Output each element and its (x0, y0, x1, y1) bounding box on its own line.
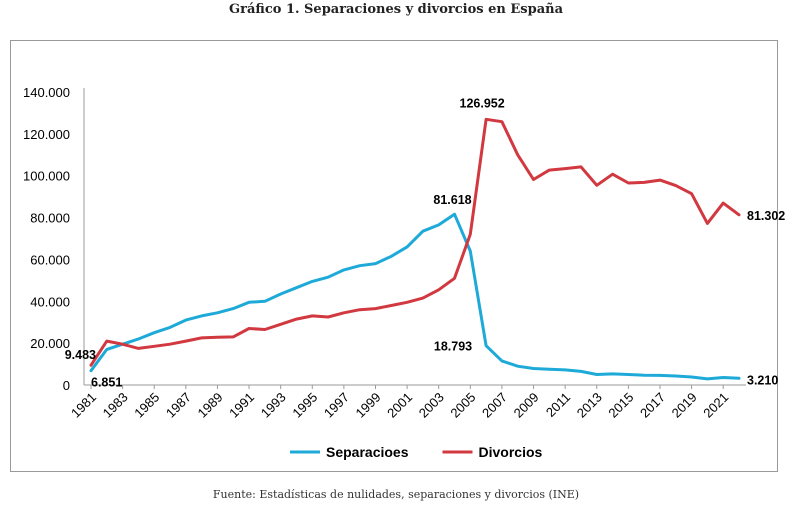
x-tick-label: 2003 (416, 390, 447, 421)
x-tick-label: 1983 (100, 390, 131, 421)
x-tick-label: 1995 (289, 390, 320, 421)
legend-label: Divorcios (479, 444, 543, 460)
y-tick-label: 80.000 (30, 211, 70, 226)
series-lines (89, 117, 741, 381)
source-note: Fuente: Estadísticas de nulidades, separ… (212, 488, 580, 501)
data-label: 6.851 (91, 376, 122, 390)
series-line-divorcios (89, 117, 741, 367)
chart-legend: Separacioes Divorcios (290, 444, 543, 460)
x-tick-label: 2017 (637, 390, 668, 421)
x-tick-label: 1993 (258, 390, 289, 421)
chart-frame (10, 40, 778, 472)
x-tick-label: 2007 (479, 390, 510, 421)
x-tick-label: 2021 (700, 390, 731, 421)
x-tick-label: 2013 (574, 390, 605, 421)
x-tick-label: 1999 (353, 390, 384, 421)
y-tick-label: 100.000 (23, 169, 70, 184)
y-tick-label: 40.000 (30, 294, 70, 309)
series-line-separacioes (89, 212, 741, 381)
legend-label: Separacioes (326, 444, 409, 460)
x-tick-labels: 1981 1983 1985 1987 1989 1991 1993 1995 1997 1999… (68, 385, 731, 421)
chart-title: Gráfico 1. Separaciones y divorcios en E… (229, 2, 563, 17)
y-tick-label: 120.000 (23, 127, 70, 142)
y-tick-label: 20.000 (30, 336, 70, 351)
x-tick-label: 1991 (226, 390, 257, 421)
x-tick-label: 1989 (195, 390, 226, 421)
y-tick-labels: 0 20.000 40.000 60.000 80.000 100.000 120.000 1… (23, 85, 70, 393)
x-tick-label: 2011 (543, 390, 573, 420)
data-label: 18.793 (434, 340, 472, 354)
data-label: 126.952 (460, 96, 505, 110)
data-labels: 6.851 9.483 81.618 18.793 126.952 81.302 3.210 (65, 96, 786, 389)
x-tick-label: 2001 (384, 390, 415, 421)
x-tick-label: 1987 (163, 390, 194, 421)
data-label: 81.618 (433, 193, 471, 207)
x-tick-label: 1981 (68, 390, 99, 421)
y-tick-label: 0 (63, 378, 70, 393)
y-tick-label: 140.000 (23, 85, 70, 100)
x-tick-label: 2015 (605, 390, 636, 421)
y-tick-label: 60.000 (30, 252, 70, 267)
data-label: 81.302 (747, 209, 785, 223)
x-tick-label: 2019 (669, 390, 700, 421)
data-label: 9.483 (65, 348, 96, 362)
x-tick-label: 2009 (511, 390, 542, 421)
chart-axes (83, 88, 746, 386)
data-label: 3.210 (747, 373, 778, 387)
x-tick-label: 2005 (447, 390, 478, 421)
x-tick-label: 1997 (321, 390, 352, 421)
x-tick-label: 1985 (131, 390, 162, 421)
